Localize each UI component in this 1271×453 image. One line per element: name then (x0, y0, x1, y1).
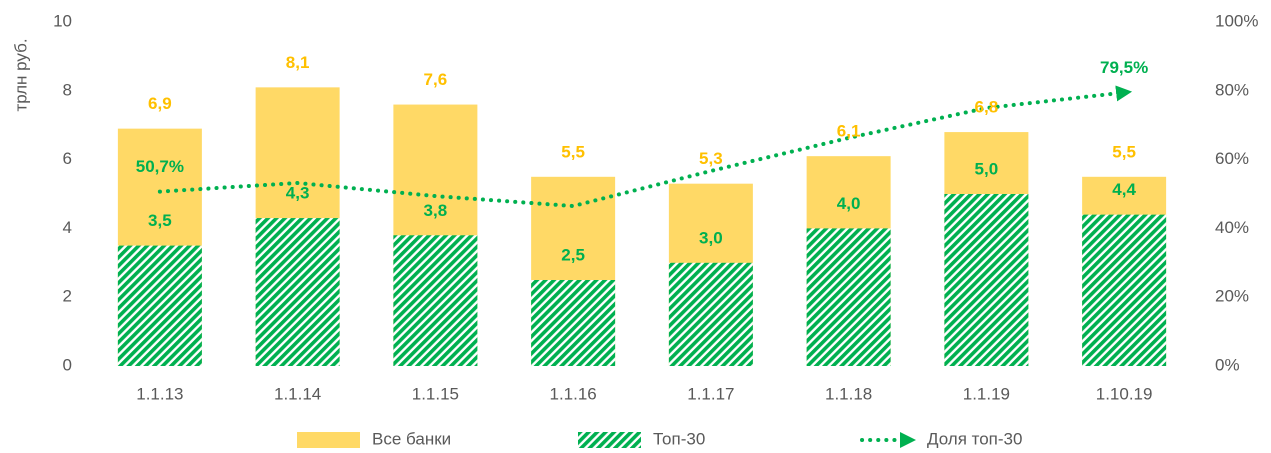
y2-tick-label: 100% (1215, 11, 1258, 30)
data-label: 5,5 (1112, 142, 1136, 161)
data-label: 3,8 (424, 201, 448, 220)
legend-label: Доля топ-30 (927, 429, 1022, 448)
x-tick-label: 1.1.17 (687, 384, 734, 403)
data-label: 2,5 (561, 245, 585, 264)
line (157, 85, 1133, 209)
bar (1082, 214, 1167, 366)
y-tick-label: 10 (53, 11, 72, 30)
legend-label: Все банки (372, 429, 451, 448)
bar (255, 218, 340, 366)
y-tick-label: 2 (63, 287, 72, 306)
y2-tick-label: 0% (1215, 355, 1240, 374)
data-label: 4,4 (1112, 180, 1136, 199)
x-tick-label: 1.1.14 (274, 384, 321, 403)
x-tick-label: 1.1.19 (963, 384, 1010, 403)
data-label: 6,1 (837, 122, 861, 141)
y-tick-label: 4 (63, 218, 72, 237)
data-label: 79,5% (1100, 58, 1148, 77)
y-tick-label: 8 (63, 80, 72, 99)
data-label: 6,8 (975, 98, 999, 117)
bar (806, 228, 891, 366)
data-label: 5,3 (699, 149, 723, 168)
legend-label: Топ-30 (653, 429, 705, 448)
bar (531, 280, 616, 366)
x-tick-label: 1.1.13 (136, 384, 183, 403)
data-label: 5,5 (561, 142, 585, 161)
bar (117, 245, 202, 366)
x-tick-label: 1.1.15 (412, 384, 459, 403)
x-tick-label: 1.1.18 (825, 384, 872, 403)
data-label: 4,3 (286, 184, 310, 203)
y-tick-label: 0 (63, 355, 72, 374)
data-label: 4,0 (837, 194, 861, 213)
x-tick-label: 1.10.19 (1096, 384, 1153, 403)
legend-swatch (578, 432, 641, 448)
y2-tick-label: 20% (1215, 287, 1249, 306)
data-label: 5,0 (975, 159, 999, 178)
y-axis-title: трлн руб. (11, 38, 30, 111)
legend-swatch (297, 432, 360, 448)
data-label: 3,0 (699, 228, 723, 247)
bar (393, 235, 478, 366)
data-label: 7,6 (424, 70, 448, 89)
y2-tick-label: 80% (1215, 80, 1249, 99)
bar (944, 194, 1029, 366)
data-label: 3,5 (148, 211, 172, 230)
data-label: 50,7% (136, 157, 184, 176)
y-tick-label: 6 (63, 149, 72, 168)
x-tick-label: 1.1.16 (549, 384, 596, 403)
data-label: 8,1 (286, 53, 310, 72)
y2-tick-label: 60% (1215, 149, 1249, 168)
bar (668, 262, 753, 366)
y2-tick-label: 40% (1215, 218, 1249, 237)
data-label: 6,9 (148, 94, 172, 113)
